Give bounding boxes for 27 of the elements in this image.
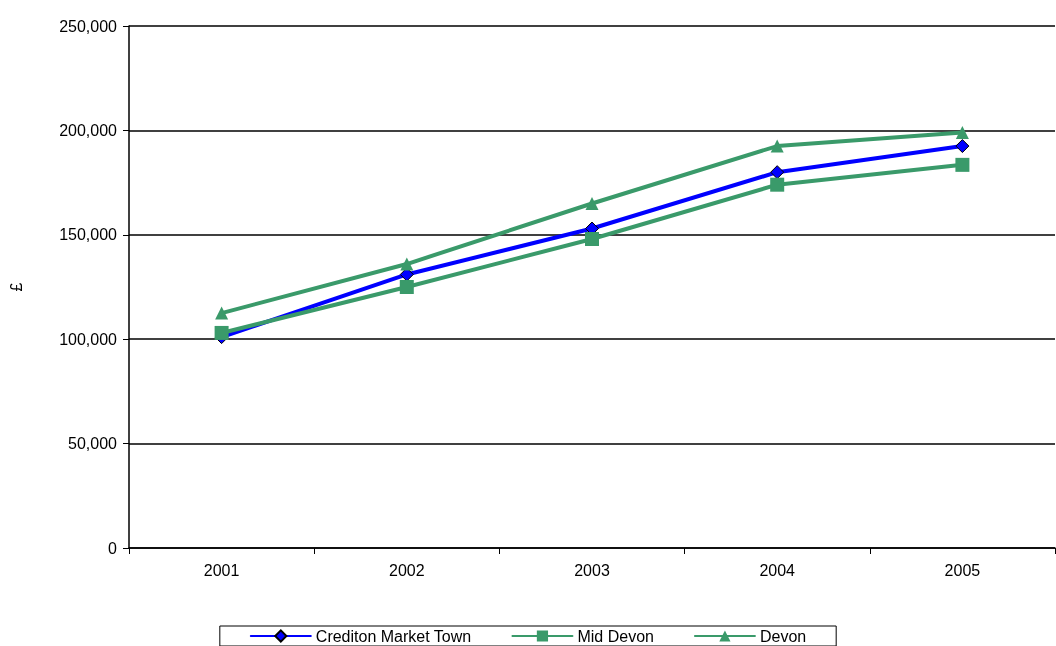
- legend-label: Devon: [759, 627, 807, 645]
- point: [955, 139, 970, 154]
- point: [585, 231, 599, 246]
- y-tick-label: 200,000: [59, 121, 118, 139]
- point: [955, 125, 969, 139]
- x-tick-label: 2005: [944, 561, 981, 579]
- y-tick-label: 100,000: [59, 330, 118, 348]
- point: [399, 280, 414, 294]
- legend-label: Crediton Market Town: [315, 627, 472, 645]
- x-tick-label: 2003: [574, 561, 610, 579]
- y-tick-label: 50,000: [68, 435, 118, 453]
- y-axis-title: £: [7, 282, 25, 292]
- x-tick-label: 2004: [759, 561, 796, 579]
- legend-label: Mid Devon: [577, 627, 654, 645]
- point: [770, 139, 784, 153]
- point: [770, 177, 785, 192]
- x-tick-label: 2002: [389, 561, 425, 579]
- point: [955, 157, 970, 172]
- x-tick-label: 2001: [203, 561, 240, 579]
- point: [770, 165, 785, 180]
- y-tick-label: 250,000: [59, 17, 118, 35]
- y-tick-label: 0: [108, 539, 118, 557]
- point: [215, 306, 229, 320]
- point: [585, 196, 599, 210]
- point: [400, 257, 414, 271]
- y-tick-label: 150,000: [59, 226, 118, 244]
- point: [214, 325, 229, 340]
